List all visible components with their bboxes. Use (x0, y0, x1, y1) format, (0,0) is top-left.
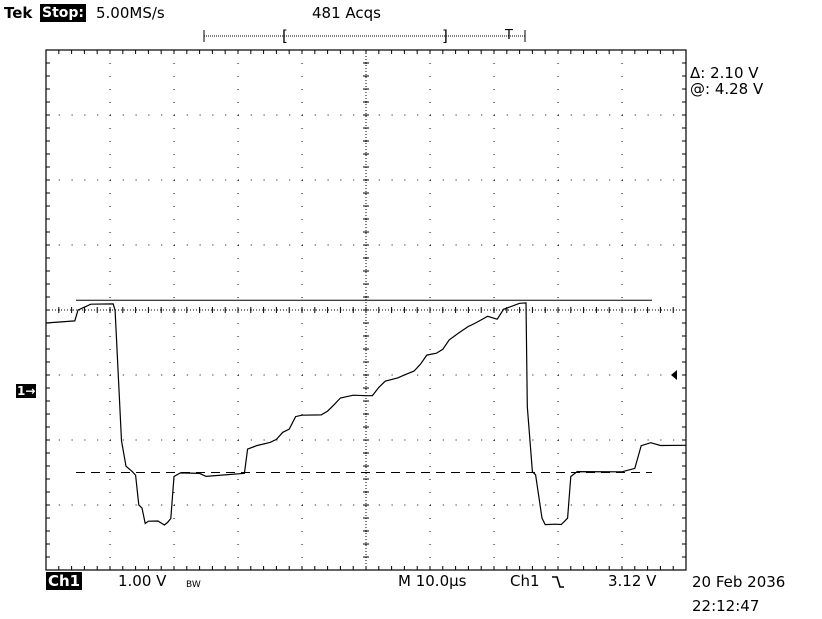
record-window-start: [ (282, 27, 288, 45)
brand-label: Tek (4, 4, 33, 22)
graticule-grid (45, 49, 687, 571)
trigger-level-arrow-icon (671, 370, 677, 380)
date-readout: 20 Feb 2036 (692, 573, 786, 591)
trigger-position-marker: T (505, 28, 513, 43)
sample-rate-readout: 5.00MS/s (96, 4, 165, 22)
ch1-ground-marker[interactable]: 1→ (16, 384, 37, 398)
channel-badge[interactable]: Ch1 (46, 572, 83, 590)
cursor-at-readout: @: 4.28 V (690, 80, 764, 98)
acquisition-status-badge: Stop: (40, 4, 87, 22)
trigger-source-readout: Ch1 (510, 572, 540, 590)
volts-per-div-readout: 1.00 V (118, 572, 167, 590)
falling-edge-icon (552, 576, 564, 588)
bandwidth-limit-indicator: BW (186, 580, 201, 590)
time-readout: 22:12:47 (692, 597, 760, 615)
timebase-readout: M 10.0µs (398, 572, 467, 590)
cursor-delta-readout: Δ: 2.10 V (690, 64, 759, 82)
trigger-level-readout: 3.12 V (608, 572, 657, 590)
ch1-waveform-trace (45, 302, 687, 526)
record-window-end: ] (442, 27, 448, 45)
acquisition-count: 481 Acqs (312, 4, 381, 22)
